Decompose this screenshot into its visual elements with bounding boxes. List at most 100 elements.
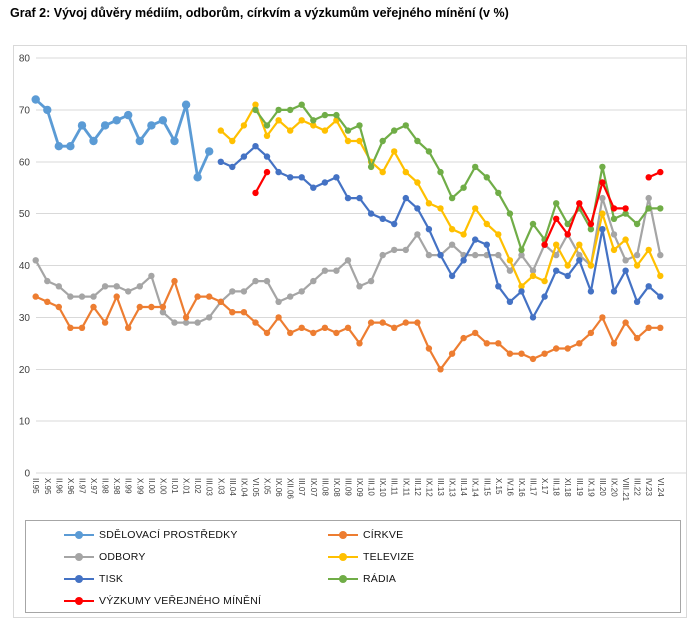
series-point-cirkve [263,329,271,337]
x-tick-label: IX.12 [424,478,433,497]
series-point-tisk [506,298,514,305]
x-tick-label: IV.23 [644,478,653,496]
series-point-cirkve [298,324,305,331]
series-point-radia [437,168,444,176]
series-point-radia [472,163,479,171]
series-point-radia [622,210,629,217]
series-point-cirkve [622,319,629,326]
legend-item-vyzkumy-verejneho-mineni: VÝZKUMY VEŘEJNÉHO MÍNĚNÍ [64,592,261,610]
series-point-odbory [171,319,178,326]
x-tick-label: III.15 [482,478,491,496]
series-point-tisk [576,257,583,264]
series-point-sdelovaci-prostredky [181,100,191,109]
series-point-cirkve [194,293,201,300]
series-line-sdelovaci-prostredky [34,98,211,179]
x-tick-label: III.09 [343,478,352,496]
series-point-odbory [391,246,398,254]
series-point-vyzkumy-verejneho-mineni [576,200,583,207]
series-point-televize [229,137,236,145]
series-point-televize [518,283,525,290]
series-point-tisk [229,163,236,171]
series-point-tisk [460,257,467,264]
series-point-radia [402,122,409,129]
y-tick-label: 70 [19,105,31,116]
legend-item-odbory: ODBORY [64,548,146,566]
series-point-tisk [275,168,282,176]
series-point-odbory [55,283,62,290]
series-point-odbory [425,251,433,259]
series-point-cirkve [113,293,120,300]
legend-label: ODBORY [99,551,146,563]
series-point-cirkve [333,329,340,337]
series-point-radia [321,111,329,119]
x-tick-label: II.96 [54,478,63,494]
series-point-televize [298,117,305,124]
series-point-tisk [657,293,664,300]
series-point-cirkve [367,319,375,326]
x-tick-label: XII.06 [286,478,295,499]
series-point-radia [564,220,571,228]
x-tick-label: II.97 [77,478,86,494]
series-point-sdelovaci-prostredky [43,105,52,115]
series-point-cirkve [541,350,548,357]
series-point-cirkve [460,334,467,342]
series-point-tisk [622,267,629,274]
series-point-odbory [90,293,97,300]
series-point-sdelovaci-prostredky [158,116,168,125]
series-point-radia [518,246,525,254]
series-point-odbory [518,251,525,259]
series-point-cirkve [414,319,421,326]
series-point-cirkve [564,345,571,352]
series-point-odbory [657,251,664,259]
series-point-radia [391,127,398,134]
x-tick-label: IX.10 [378,478,387,497]
series-point-vyzkumy-verejneho-mineni [587,220,595,228]
x-tick-label: IX.16 [517,478,526,497]
legend-label: TISK [99,573,124,585]
series-point-sdelovaci-prostredky [205,147,214,156]
series-point-odbory [229,288,236,295]
x-tick-label: III.22 [633,478,642,496]
series-point-tisk [495,283,502,290]
series-point-radia [333,111,340,119]
series-point-vyzkumy-verejneho-mineni [564,231,571,238]
series-point-televize [391,148,398,155]
series-point-cirkve [645,324,652,331]
x-tick-label: X.95 [43,478,52,495]
series-point-sdelovaci-prostredky [77,121,87,130]
x-tick-label: IX.06 [274,478,283,497]
series-point-vyzkumy-verejneho-mineni [645,174,652,181]
x-tick-label: III.11 [390,478,399,496]
series-point-sdelovaci-prostredky [147,121,156,130]
series-point-cirkve [240,309,248,316]
series-point-radia [344,127,352,134]
y-tick-label: 10 [19,417,31,428]
series-point-odbory [159,309,167,316]
series-point-televize [240,122,248,129]
series-point-cirkve [379,319,386,326]
series-line-televize [219,103,662,288]
series-point-odbory [321,267,329,274]
series-point-cirkve [44,298,51,305]
x-tick-label: VIII.21 [621,478,630,502]
series-point-odbory [206,314,213,321]
series-point-odbory [252,277,259,285]
series-point-tisk [344,194,352,202]
series-point-radia [298,101,305,108]
legend-marker-icon [64,553,94,561]
legend-label: VÝZKUMY VEŘEJNÉHO MÍNĚNÍ [99,595,262,607]
series-point-radia [633,220,641,228]
series-point-vyzkumy-verejneho-mineni [657,168,664,176]
series-point-radia [506,210,514,217]
legend-item-televize: TELEVIZE [328,548,414,566]
series-point-sdelovaci-prostredky [66,142,75,151]
series-point-tisk [587,288,595,295]
series-point-odbory [44,277,51,285]
series-point-odbory [414,231,421,238]
y-tick-label: 0 [24,469,30,480]
series-point-tisk [402,194,409,202]
series-point-televize [483,220,490,228]
series-point-odbory [310,277,317,285]
series-point-radia [414,137,421,145]
legend-item-cirkve: CÍRKVE [328,526,403,544]
